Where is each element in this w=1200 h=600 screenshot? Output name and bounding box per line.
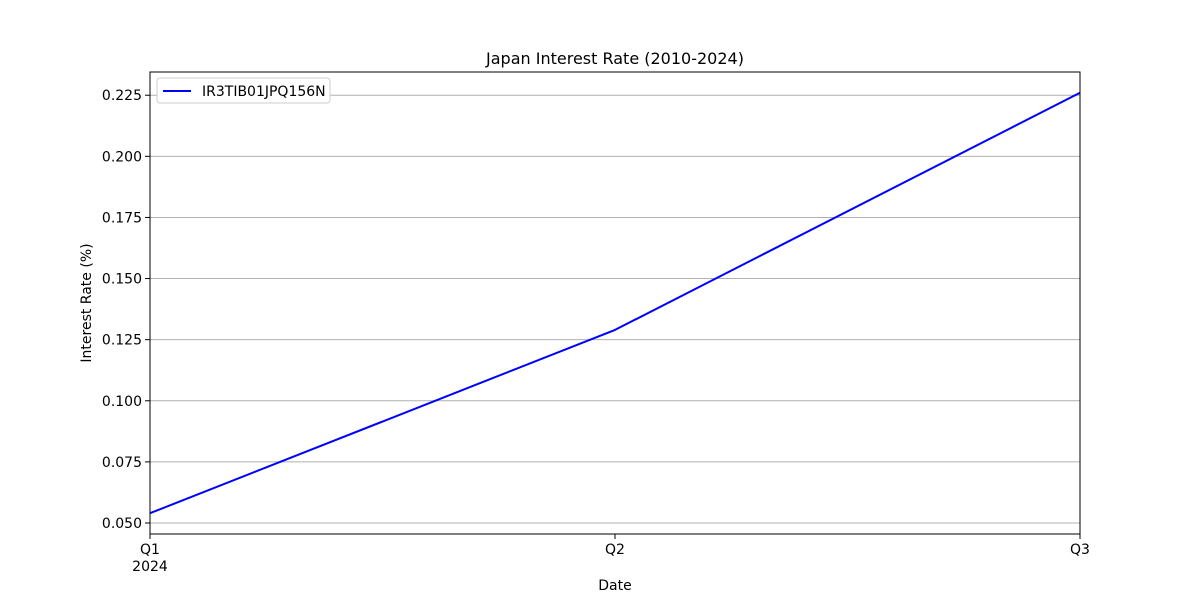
- x-axis-label: Date: [598, 578, 631, 594]
- legend-label: IR3TIB01JPQ156N: [202, 84, 326, 100]
- y-tick-label: 0.225: [102, 88, 142, 104]
- y-tick-label: 0.050: [102, 516, 142, 532]
- grid-lines: [150, 94, 1080, 524]
- series-lines: [149, 91, 1081, 515]
- x-tick-label: Q1: [140, 542, 160, 558]
- x-tick-label: Q3: [1070, 542, 1090, 558]
- x-axis-ticks: Q1 Q2 Q3 2024: [132, 534, 1090, 575]
- legend-box: [156, 77, 331, 104]
- y-tick-label: 0.175: [102, 210, 142, 226]
- x-tick-year-label: 2024: [132, 559, 168, 575]
- x-tick-label: Q2: [605, 542, 625, 558]
- legend: IR3TIB01JPQ156N: [156, 77, 331, 104]
- y-tick-label: 0.075: [102, 455, 142, 471]
- y-axis-ticks: 0.050 0.075 0.100 0.125 0.150 0.175 0.200 0.225: [102, 88, 150, 532]
- y-tick-label: 0.125: [102, 333, 142, 349]
- y-tick-label: 0.200: [102, 149, 142, 165]
- y-tick-label: 0.100: [102, 394, 142, 410]
- y-axis-label: Interest Rate (%): [79, 243, 95, 362]
- plot-area-frame: [149, 71, 1081, 535]
- chart-title: Japan Interest Rate (2010-2024): [485, 49, 744, 68]
- y-tick-label: 0.150: [102, 272, 142, 288]
- series-line: [149, 91, 1081, 515]
